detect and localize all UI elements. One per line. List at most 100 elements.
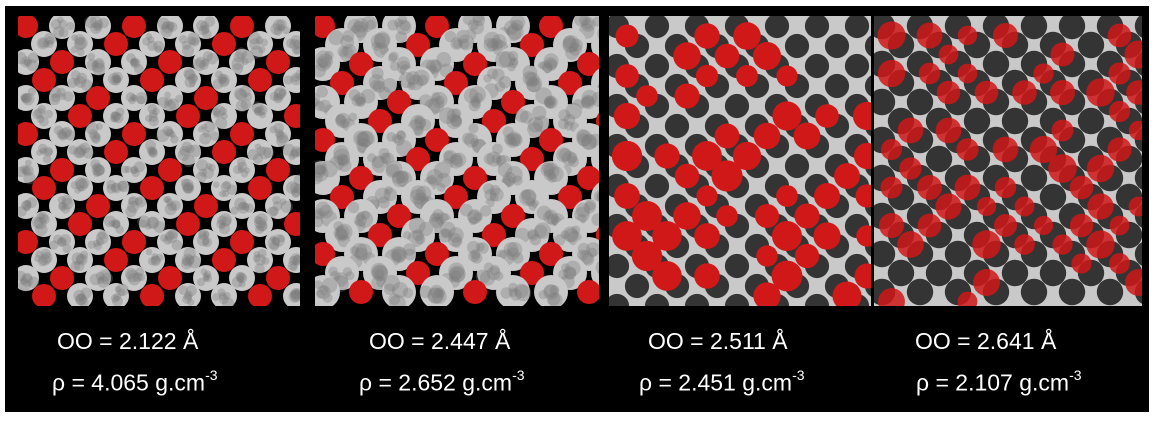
gray-cluster — [175, 67, 201, 93]
gray-cluster — [229, 265, 255, 291]
red-cluster — [122, 122, 146, 146]
red-cluster — [612, 221, 642, 251]
pore — [804, 293, 830, 306]
red-cluster — [993, 213, 1018, 238]
gray-cluster — [247, 31, 273, 59]
red-cluster — [558, 185, 582, 209]
red-cluster — [918, 62, 941, 85]
pore — [1134, 16, 1142, 38]
pore — [1096, 278, 1124, 306]
gray-cluster — [49, 16, 75, 39]
density-exp-4: -3 — [1069, 367, 1082, 383]
gray-cluster — [265, 229, 291, 255]
red-cluster — [18, 230, 38, 254]
pore — [906, 88, 934, 116]
red-cluster — [482, 109, 506, 133]
gray-cluster — [121, 157, 147, 183]
red-cluster — [50, 50, 74, 74]
gray-cluster — [103, 211, 129, 237]
gray-cluster — [282, 139, 300, 165]
red-cluster — [1125, 269, 1142, 296]
red-cluster — [733, 22, 761, 50]
red-cluster — [695, 64, 719, 88]
pore — [1134, 242, 1142, 266]
red-cluster — [1108, 100, 1131, 123]
red-cluster — [772, 101, 802, 131]
structure-image-4 — [874, 16, 1142, 306]
pore — [874, 240, 896, 268]
red-cluster — [315, 16, 335, 38]
red-cluster — [520, 33, 544, 57]
pore — [906, 278, 934, 306]
red-cluster — [284, 104, 300, 128]
density-text-2: ρ = 2.652 g.cm — [359, 369, 513, 396]
pore — [664, 113, 690, 139]
red-cluster — [463, 280, 487, 304]
gray-cluster — [85, 265, 113, 291]
gray-cluster — [553, 256, 587, 290]
red-cluster — [897, 117, 924, 144]
pore — [925, 145, 953, 173]
gray-cluster — [31, 211, 57, 237]
pore — [1077, 107, 1105, 135]
pore — [724, 293, 750, 306]
gray-cluster — [553, 102, 587, 138]
pore — [1001, 259, 1029, 287]
red-cluster — [1014, 196, 1035, 217]
red-cluster — [212, 248, 236, 272]
gray-cluster — [515, 180, 549, 214]
red-cluster — [652, 261, 682, 291]
red-cluster — [694, 23, 720, 49]
red-cluster — [349, 52, 373, 76]
red-cluster — [938, 44, 959, 65]
red-cluster — [463, 52, 487, 76]
gray-cluster — [84, 16, 111, 39]
red-cluster — [194, 86, 218, 110]
gray-cluster — [156, 121, 183, 147]
red-cluster — [852, 101, 871, 131]
red-cluster — [674, 163, 700, 189]
gray-cluster — [458, 85, 492, 119]
pore — [804, 53, 830, 79]
red-cluster — [957, 25, 978, 46]
red-cluster — [614, 183, 640, 209]
red-cluster — [248, 68, 272, 92]
gray-cluster — [553, 218, 587, 252]
red-cluster — [18, 16, 38, 38]
pore — [724, 93, 750, 119]
red-cluster — [577, 280, 599, 304]
pore — [764, 16, 790, 39]
red-cluster — [732, 141, 762, 171]
structure-panel-1 — [18, 16, 300, 306]
gray-cluster — [139, 31, 165, 57]
pore — [864, 35, 871, 57]
pore — [644, 293, 670, 306]
pore — [624, 273, 650, 299]
red-cluster — [613, 102, 641, 130]
red-cluster — [1086, 154, 1115, 183]
pore — [784, 153, 810, 179]
pore — [1039, 259, 1067, 287]
gray-cluster — [193, 229, 219, 255]
red-cluster — [880, 138, 903, 161]
red-cluster — [406, 261, 430, 285]
red-cluster — [956, 138, 979, 161]
pore — [1020, 164, 1048, 192]
gray-cluster — [265, 193, 293, 219]
red-cluster — [1128, 196, 1142, 217]
pore — [844, 53, 870, 79]
red-cluster — [654, 143, 680, 169]
red-cluster — [387, 90, 411, 114]
red-cluster — [752, 41, 782, 71]
gray-cluster — [477, 28, 511, 62]
red-cluster — [673, 202, 701, 230]
gray-cluster — [283, 283, 300, 306]
density-label-3: ρ = 2.451 g.cm-3 — [639, 367, 805, 397]
pore — [1001, 107, 1029, 135]
red-cluster — [854, 263, 871, 289]
gray-cluster — [211, 175, 238, 201]
red-cluster — [711, 160, 743, 192]
red-cluster — [856, 225, 871, 247]
red-cluster — [880, 176, 903, 199]
red-cluster — [615, 64, 639, 88]
